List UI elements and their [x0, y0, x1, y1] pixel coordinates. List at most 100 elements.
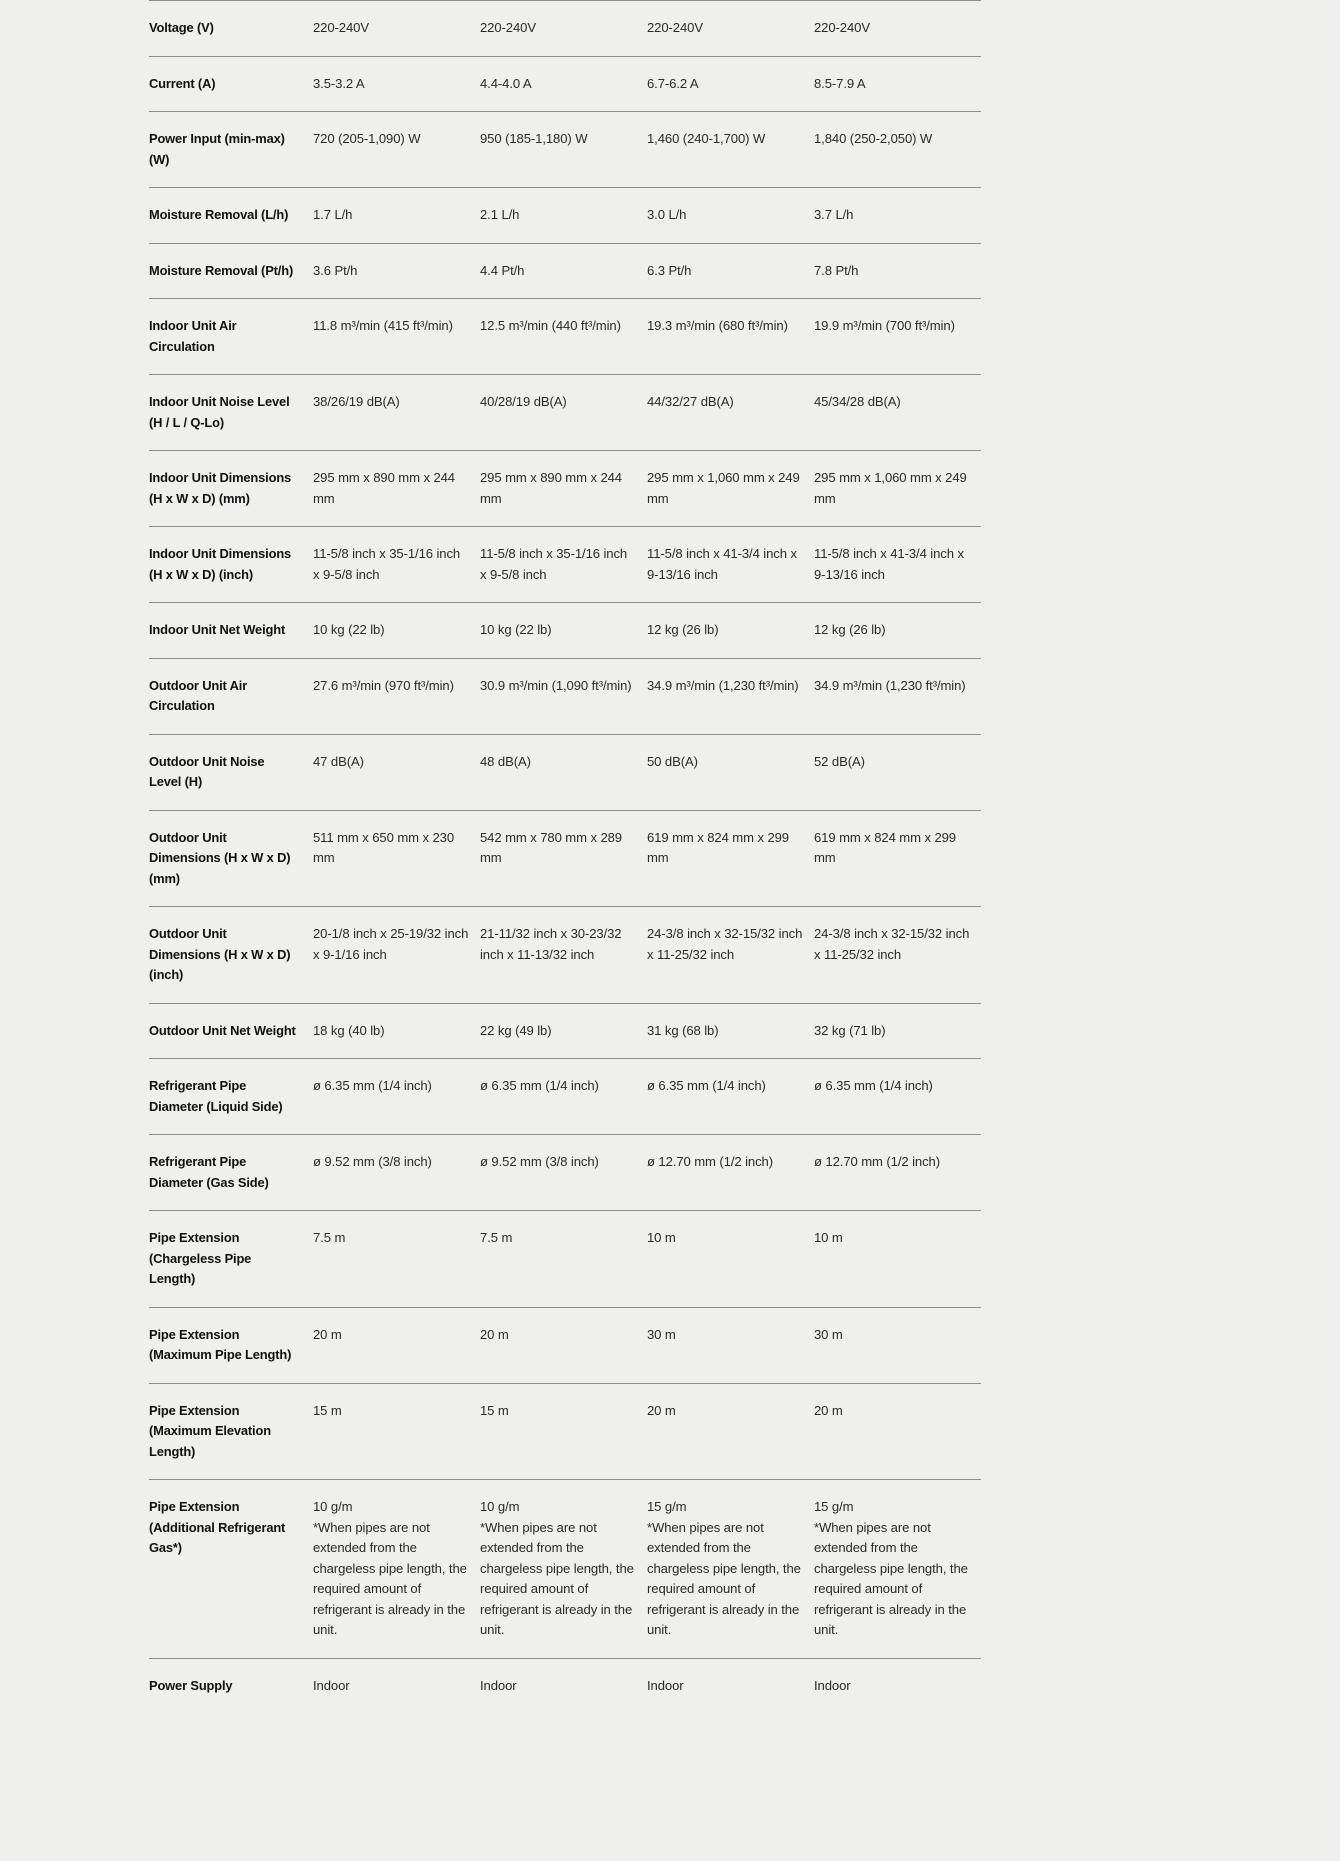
spec-value: 10 m [814, 1230, 843, 1245]
spec-value: 21-11/32 inch x 30-23/32 inch x 11-13/32… [480, 926, 622, 962]
spec-value: 31 kg (68 lb) [647, 1022, 719, 1038]
spec-label: Outdoor Unit Air Circulation [149, 677, 248, 714]
spec-value: 1,840 (250-2,050) W [814, 131, 933, 146]
table-row: Indoor Unit Noise Level (H / L / Q-Lo) 38… [149, 374, 981, 451]
spec-value: 12.5 m³/min (440 ft³/min) [480, 318, 621, 333]
table-row: Moisture Removal (Pt/h) 3.6 Pt/h 4.4 Pt/h 6… [149, 243, 981, 299]
spec-value: ø 12.70 mm (1/2 inch) [647, 1154, 773, 1169]
spec-label: Pipe Extension (Chargeless Pipe Length) [149, 1230, 252, 1286]
spec-label: Power Supply [149, 1677, 233, 1693]
spec-label: Pipe Extension (Additional Refrigerant G… [149, 1499, 286, 1555]
specifications-section: Voltage (V) 220-240V 220-240V 220-240V 220-2… [149, 0, 981, 1713]
table-row: Pipe Extension (Additional Refrigerant G… [149, 1479, 981, 1659]
spec-value: 19.9 m³/min (700 ft³/min) [814, 318, 955, 333]
spec-value: 15 g/m *When pipes are not extended from … [814, 1480, 981, 1659]
spec-value: Indoor [647, 1677, 684, 1693]
spec-value: 11-5/8 inch x 41-3/4 inch x 9-13/16 inch [647, 546, 797, 582]
table-row: Pipe Extension (Maximum Elevation Length… [149, 1383, 981, 1480]
spec-value: 1,460 (240-1,700) W [647, 131, 766, 146]
table-row: Pipe Extension (Maximum Pipe Length) 20 m… [149, 1307, 981, 1383]
spec-label: Refrigerant Pipe Diameter (Gas Side) [149, 1154, 269, 1190]
spec-value: 11-5/8 inch x 35-1/16 inch x 9-5/8 inch [313, 546, 461, 582]
spec-value: 30.9 m³/min (1,090 ft³/min) [480, 677, 632, 693]
spec-value: 2.1 L/h [480, 207, 520, 222]
spec-value: 10 kg (22 lb) [313, 622, 385, 637]
spec-value: 15 m [480, 1402, 509, 1418]
spec-value: 720 (205-1,090) W [313, 131, 421, 146]
specifications-table: Voltage (V) 220-240V 220-240V 220-240V 220-2… [149, 0, 981, 1713]
spec-value: 3.7 L/h [814, 207, 854, 222]
spec-value: 38/26/19 dB(A) [313, 394, 400, 409]
spec-value: ø 12.70 mm (1/2 inch) [814, 1154, 940, 1169]
spec-value: 30 m [647, 1326, 676, 1342]
spec-value: 10 kg (22 lb) [480, 622, 552, 637]
spec-value-note: *When pipes are not extended from the ch… [647, 1519, 801, 1638]
spec-value: 10 g/m *When pipes are not extended from … [480, 1480, 647, 1659]
spec-value-note: *When pipes are not extended from the ch… [814, 1519, 968, 1638]
table-row: Outdoor Unit Dimensions (H x W x D) (inc… [149, 906, 981, 1004]
spec-value: 511 mm x 650 mm x 230 mm [313, 829, 455, 866]
spec-value: 34.9 m³/min (1,230 ft³/min) [647, 677, 799, 693]
spec-label: Voltage (V) [149, 20, 214, 35]
spec-label: Indoor Unit Net Weight [149, 622, 286, 637]
spec-value-text: 10 g/m [480, 1499, 520, 1514]
table-row: Power Input (min-max) (W) 720 (205-1,090)… [149, 111, 981, 188]
spec-value: 52 dB(A) [814, 753, 865, 769]
spec-value: 7.8 Pt/h [814, 262, 859, 278]
spec-value: 40/28/19 dB(A) [480, 394, 567, 409]
spec-label: Refrigerant Pipe Diameter (Liquid Side) [149, 1078, 283, 1114]
spec-label: Indoor Unit Dimensions (H x W x D) (mm) [149, 470, 292, 506]
spec-label: Pipe Extension (Maximum Pipe Length) [149, 1326, 292, 1363]
spec-value: 50 dB(A) [647, 753, 698, 769]
table-row: Indoor Unit Dimensions (H x W x D) (mm) 2… [149, 450, 981, 527]
spec-value: 950 (185-1,180) W [480, 131, 588, 146]
spec-value: 220-240V [647, 20, 703, 35]
spec-value: 12 kg (26 lb) [647, 622, 719, 637]
spec-value: 220-240V [480, 20, 536, 35]
table-row: Voltage (V) 220-240V 220-240V 220-240V 220-2… [149, 0, 981, 57]
spec-value: ø 6.35 mm (1/4 inch) [814, 1078, 933, 1093]
table-row: Refrigerant Pipe Diameter (Gas Side) ø 9.… [149, 1134, 981, 1211]
spec-value: ø 6.35 mm (1/4 inch) [647, 1078, 766, 1093]
spec-label: Moisture Removal (Pt/h) [149, 262, 294, 278]
spec-value: 3.6 Pt/h [313, 262, 358, 278]
spec-value: 18 kg (40 lb) [313, 1022, 385, 1038]
spec-value: ø 6.35 mm (1/4 inch) [480, 1078, 599, 1093]
spec-value: 27.6 m³/min (970 ft³/min) [313, 677, 454, 693]
table-row: Pipe Extension (Chargeless Pipe Length) 7… [149, 1210, 981, 1308]
spec-label: Indoor Unit Dimensions (H x W x D) (inch… [149, 546, 292, 582]
spec-label: Outdoor Unit Noise Level (H) [149, 753, 265, 790]
spec-value: 20 m [480, 1326, 509, 1342]
spec-value: 6.7-6.2 A [647, 75, 699, 91]
spec-label: Pipe Extension (Maximum Elevation Length… [149, 1402, 271, 1459]
spec-label: Outdoor Unit Net Weight [149, 1022, 296, 1038]
spec-value: 32 kg (71 lb) [814, 1022, 886, 1038]
spec-value: 24-3/8 inch x 32-15/32 inch x 11-25/32 i… [647, 926, 803, 962]
table-row: Indoor Unit Net Weight 10 kg (22 lb) 10 kg… [149, 602, 981, 659]
spec-value: 619 mm x 824 mm x 299 mm [814, 829, 956, 866]
spec-value: 20-1/8 inch x 25-19/32 inch x 9-1/16 inc… [313, 926, 469, 962]
spec-label: Indoor Unit Air Circulation [149, 318, 237, 354]
spec-value-note: *When pipes are not extended from the ch… [313, 1519, 467, 1638]
table-row: Moisture Removal (L/h) 1.7 L/h 2.1 L/h 3.0 … [149, 187, 981, 244]
spec-value: Indoor [313, 1677, 350, 1693]
table-row: Indoor Unit Dimensions (H x W x D) (inch… [149, 526, 981, 603]
spec-value: 295 mm x 890 mm x 244 mm [313, 470, 455, 506]
spec-label: Power Input (min-max) (W) [149, 131, 285, 167]
spec-value: 15 m [313, 1402, 342, 1418]
specifications-table-body: Voltage (V) 220-240V 220-240V 220-240V 220-2… [149, 0, 981, 1714]
spec-value: 12 kg (26 lb) [814, 622, 886, 637]
spec-value: 10 m [647, 1230, 676, 1245]
spec-value: 44/32/27 dB(A) [647, 394, 734, 409]
table-row: Indoor Unit Air Circulation 11.8 m³/min (… [149, 298, 981, 375]
spec-value: 20 m [814, 1402, 843, 1418]
spec-value: 15 g/m *When pipes are not extended from … [647, 1480, 814, 1659]
table-row: Refrigerant Pipe Diameter (Liquid Side) ø… [149, 1058, 981, 1135]
spec-label: Current (A) [149, 75, 216, 91]
spec-value: 1.7 L/h [313, 207, 353, 222]
spec-label: Outdoor Unit Dimensions (H x W x D) (inc… [149, 926, 291, 982]
spec-label: Indoor Unit Noise Level (H / L / Q-Lo) [149, 394, 290, 430]
spec-value: 220-240V [313, 20, 369, 35]
table-row: Outdoor Unit Dimensions (H x W x D) (mm)… [149, 810, 981, 907]
spec-value: 6.3 Pt/h [647, 262, 692, 278]
